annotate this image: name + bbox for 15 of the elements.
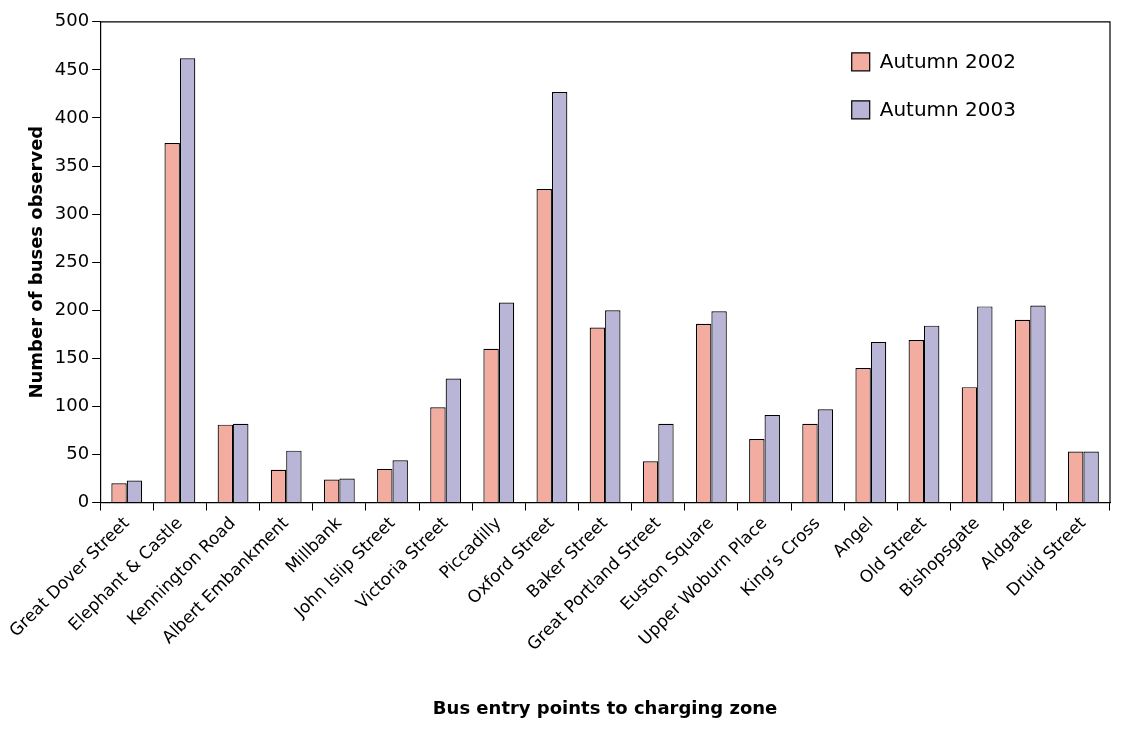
legend-label: Autumn 2002 [879, 49, 1017, 73]
y-tick-label: 100 [54, 394, 90, 416]
y-tick-label: 400 [54, 105, 90, 127]
x-axis-title: Bus entry points to charging zone [432, 696, 778, 718]
y-tick-label: 250 [54, 249, 90, 271]
y-tick-label: 0 [77, 490, 90, 512]
y-tick-label: 200 [54, 297, 90, 319]
y-tick-label: 300 [54, 201, 90, 223]
y-axis-title: Number of buses observed [24, 125, 46, 399]
y-tick-label: 150 [54, 346, 90, 367]
y-tick-label: 50 [66, 442, 90, 464]
y-tick-label: 350 [54, 153, 90, 175]
y-tick-label: 500 [54, 9, 90, 31]
y-tick-label: 450 [54, 57, 90, 79]
legend-label: Autumn 2003 [879, 97, 1017, 121]
